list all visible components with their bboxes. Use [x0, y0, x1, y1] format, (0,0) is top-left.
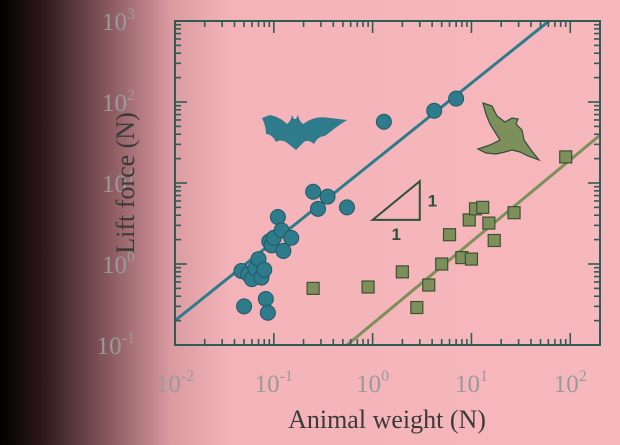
y-tick-label: 101: [102, 168, 135, 198]
bird-data-point: [442, 228, 457, 242]
plot-frame: [174, 20, 601, 346]
bat-data-point: [283, 229, 300, 246]
bird-data-point: [306, 281, 320, 295]
bat-data-point: [269, 209, 286, 226]
bird-data-point: [462, 213, 476, 227]
bat-data-point: [275, 242, 292, 259]
bird-data-point: [395, 265, 409, 279]
bird-data-point: [507, 206, 521, 220]
bat-data-point: [256, 261, 273, 278]
bird-data-point: [482, 216, 496, 230]
bat-data-point: [375, 113, 392, 130]
slope-label-vertical: 1: [428, 192, 437, 211]
bird-data-point: [361, 280, 375, 294]
x-tick-label: 102: [554, 368, 587, 398]
bird-data-point: [410, 300, 424, 315]
bat-data-point: [309, 200, 326, 217]
y-tick-label: 102: [102, 87, 135, 117]
x-tick-label: 10-1: [255, 368, 293, 398]
fit-line-bats: [175, 21, 552, 322]
x-axis-title: Animal weight (N): [288, 405, 486, 434]
bat-data-point: [305, 183, 322, 200]
bat-data-point: [338, 199, 355, 216]
bat-data-point: [257, 290, 274, 307]
bat-silhouette-icon: [262, 115, 347, 150]
bird-data-point: [464, 252, 479, 266]
fit-line-birds: [346, 133, 600, 345]
y-tick-label: 100: [102, 249, 135, 279]
slope-triangle: [369, 179, 421, 221]
bird-data-point: [476, 200, 490, 214]
y-tick-label: 103: [102, 6, 135, 36]
bat-data-point: [236, 298, 253, 315]
bird-data-point: [435, 257, 449, 271]
bird-data-point: [487, 233, 501, 248]
x-tick-label: 10-2: [156, 368, 194, 398]
y-tick-label: 10-1: [97, 330, 135, 360]
bird-data-point: [422, 278, 436, 292]
bat-data-point: [426, 102, 443, 119]
bat-data-point: [448, 90, 465, 107]
slope-label-horizontal: 1: [391, 225, 400, 244]
bird-data-point: [559, 150, 573, 164]
y-axis-title: Lift force (N): [111, 112, 140, 253]
bat-data-point: [319, 188, 336, 205]
bird-silhouette-icon: [476, 102, 541, 162]
x-tick-label: 101: [455, 368, 488, 398]
bat-data-point: [259, 304, 276, 321]
x-tick-label: 100: [356, 368, 389, 398]
